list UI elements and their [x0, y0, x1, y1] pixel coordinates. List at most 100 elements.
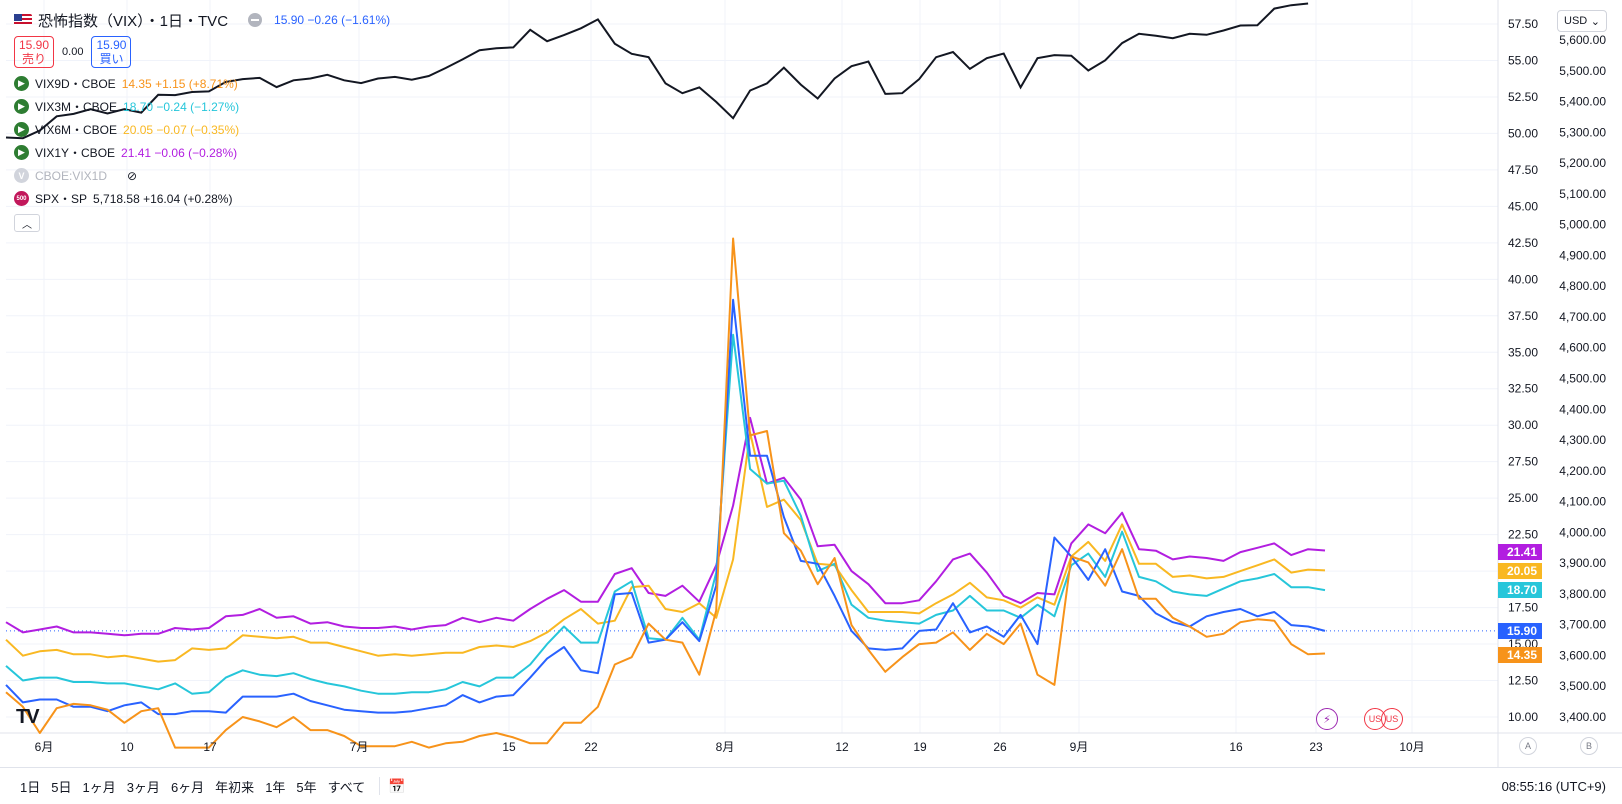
right-scale-label: B [1585, 741, 1592, 751]
bottom-toolbar: 1日 5日 1ヶ月 3ヶ月 6ヶ月 年初来 1年 5年 すべて 📅 08:55:… [0, 767, 1622, 804]
right-axis-tick-label: 4,700.00 [1559, 310, 1606, 324]
dividend-event-icon[interactable]: ⚡ [1316, 708, 1338, 730]
chart-grid [0, 0, 1622, 767]
right-axis-tick-label: 4,300.00 [1559, 433, 1606, 447]
calendar-range-icon[interactable]: 📅 [388, 777, 406, 794]
legend-series-3[interactable]: ▶ VIX1Y・CBOE 21.41 −0.06 (−0.28%) [14, 141, 390, 164]
legend-series-1[interactable]: ▶ VIX3M・CBOE 18.70 −0.24 (−1.27%) [14, 95, 390, 118]
clock-timezone[interactable]: 08:55:16 (UTC+9) [1501, 778, 1606, 794]
chevron-up-icon: ︿ [22, 219, 32, 231]
last-value-tag: 18.70 [1507, 583, 1537, 597]
time-axis-tick-label: 22 [584, 740, 598, 754]
right-axis-tick-label: 4,100.00 [1559, 495, 1606, 509]
right-axis-tick-label: 4,900.00 [1559, 248, 1606, 262]
timeframe-5d[interactable]: 5日 [51, 779, 72, 795]
last-value-labels: 21.41 20.05 18.70 15.90 14.35 [1498, 544, 1542, 663]
legend-series-name: CBOE:VIX1D [35, 168, 108, 183]
time-axis-tick-label: 19 [913, 740, 927, 754]
green-play-icon: ▶ [14, 99, 29, 114]
right-axis-tick-label: 4,000.00 [1559, 525, 1606, 539]
left-axis-tick-label: 10.00 [1508, 710, 1538, 724]
us-event-flag-icon-2[interactable]: US [1381, 708, 1403, 730]
legend-series-name: VIX3M・CBOE [35, 100, 118, 114]
timeframe-3m[interactable]: 3ヶ月 [126, 779, 160, 795]
legend-series-values: 20.05 −0.07 (−0.35%) [123, 122, 240, 137]
timeframe-6m[interactable]: 6ヶ月 [170, 779, 205, 795]
left-axis-tick-label: 42.50 [1508, 236, 1538, 250]
minus-circle-icon[interactable] [248, 13, 263, 27]
currency-selector[interactable]: USD ⌄ [1557, 10, 1607, 32]
time-axis-tick-label: 8月 [716, 740, 735, 754]
left-axis-tick-label: 50.00 [1508, 126, 1538, 140]
time-axis-tick-label: 17 [203, 740, 217, 754]
symbol-title[interactable]: 恐怖指数（VIX）・1日・TVC [38, 12, 229, 30]
legend-series-name: VIX6M・CBOE [35, 123, 118, 137]
left-axis-tick-label: 12.50 [1508, 674, 1538, 688]
left-axis-tick-label: 35.00 [1508, 345, 1538, 359]
left-axis-tick-label: 37.50 [1508, 309, 1538, 323]
right-axis-tick-label: 4,600.00 [1559, 341, 1606, 355]
collapse-legend-button[interactable]: ︿ [14, 214, 40, 232]
series-line-vix9d [5, 237, 1326, 749]
timeframe-1y[interactable]: 1年 [265, 779, 286, 795]
right-axis-tick-label: 3,900.00 [1559, 556, 1606, 570]
legend-series-name: VIX9D・CBOE [35, 77, 116, 91]
legend-series-5[interactable]: 500 SPX・SP 5,718.58 +16.04 (+0.28%) [14, 187, 390, 210]
timeframe-1d[interactable]: 1日 [20, 779, 41, 795]
time-axis-tick-label: 9月 [1070, 740, 1089, 754]
buy-label: 買い [99, 52, 124, 66]
right-scale-button[interactable]: B [1580, 737, 1598, 755]
symbol-header[interactable]: 恐怖指数（VIX）・1日・TVC 15.90 −0.26 (−1.61%) [14, 4, 390, 36]
last-value-tag-bg [1498, 647, 1542, 663]
right-axis-tick-label: 4,200.00 [1559, 464, 1606, 478]
chevron-down-icon: ⌄ [1590, 15, 1600, 28]
tradingview-logo: TV [16, 706, 40, 728]
legend-series-name: SPX・SP [35, 192, 88, 206]
left-axis-tick-label: 30.00 [1508, 418, 1538, 432]
bid-ask-panel: 15.90 売り 0.00 15.90 買い [14, 36, 390, 68]
right-axis-tick-label: 5,300.00 [1559, 125, 1606, 139]
timeframe-all[interactable]: すべて [327, 779, 366, 795]
left-axis-tick-label: 47.50 [1508, 163, 1538, 177]
buy-price: 15.90 [96, 38, 127, 52]
time-axis-tick-label: 10月 [1399, 740, 1424, 754]
series-line-spx [5, 2, 1309, 140]
timeframe-1m[interactable]: 1ヶ月 [82, 779, 116, 795]
right-axis-tick-label: 5,200.00 [1559, 156, 1606, 170]
auto-scale-button[interactable]: A [1519, 737, 1537, 755]
right-axis-tick-label: 3,600.00 [1559, 648, 1606, 662]
right-axis-tick-label: 4,800.00 [1559, 279, 1606, 293]
sell-button[interactable]: 15.90 売り [14, 36, 55, 68]
time-axis-tick-label: 26 [993, 740, 1007, 754]
currency-label: USD [1564, 15, 1588, 27]
last-value-tag: 20.05 [1507, 564, 1537, 578]
left-axis-tick-label: 22.50 [1508, 528, 1538, 542]
left-axis-tick-label: 32.50 [1508, 382, 1538, 396]
last-value-tag: 21.41 [1507, 545, 1537, 559]
grey-v-icon: V [14, 168, 29, 183]
time-axis-tick-label: 7月 [350, 740, 369, 754]
last-value-tag-bg [1498, 544, 1542, 560]
legend-series-values: 14.35 +1.15 (+8.71%) [121, 76, 238, 91]
auto-scale-label: A [1524, 741, 1531, 751]
right-axis-tick-label: 4,400.00 [1559, 402, 1606, 416]
right-axis-tick-label: 5,400.00 [1559, 95, 1606, 109]
chart-canvas[interactable]: 57.50 55.00 52.50 50.00 47.50 45.00 42.50 40.00… [0, 0, 1622, 767]
legend-series-4[interactable]: V CBOE:VIX1D ⊘ [14, 164, 390, 187]
green-play-icon: ▶ [14, 76, 29, 91]
last-value-tag-bg [1498, 563, 1542, 579]
left-axis-tick-label: 45.00 [1508, 199, 1538, 213]
timeframe-ytd[interactable]: 年初来 [215, 779, 255, 795]
legend-series-name: VIX1Y・CBOE [35, 146, 116, 160]
right-axis-tick-label: 3,700.00 [1559, 618, 1606, 632]
price-quote: 15.90 −0.26 (−1.61%) [274, 13, 391, 27]
green-play-icon: ▶ [14, 122, 29, 137]
timeframe-5y[interactable]: 5年 [296, 779, 317, 795]
left-axis-tick-label: 40.00 [1508, 272, 1538, 286]
eye-hidden-icon[interactable]: ⊘ [127, 168, 138, 183]
legend-series-2[interactable]: ▶ VIX6M・CBOE 20.05 −0.07 (−0.35%) [14, 118, 390, 141]
time-axis-tick-label: 12 [835, 740, 849, 754]
buy-button[interactable]: 15.90 買い [91, 36, 132, 68]
right-axis-tick-label: 5,500.00 [1559, 64, 1606, 78]
legend-series-0[interactable]: ▶ VIX9D・CBOE 14.35 +1.15 (+8.71%) [14, 72, 390, 95]
